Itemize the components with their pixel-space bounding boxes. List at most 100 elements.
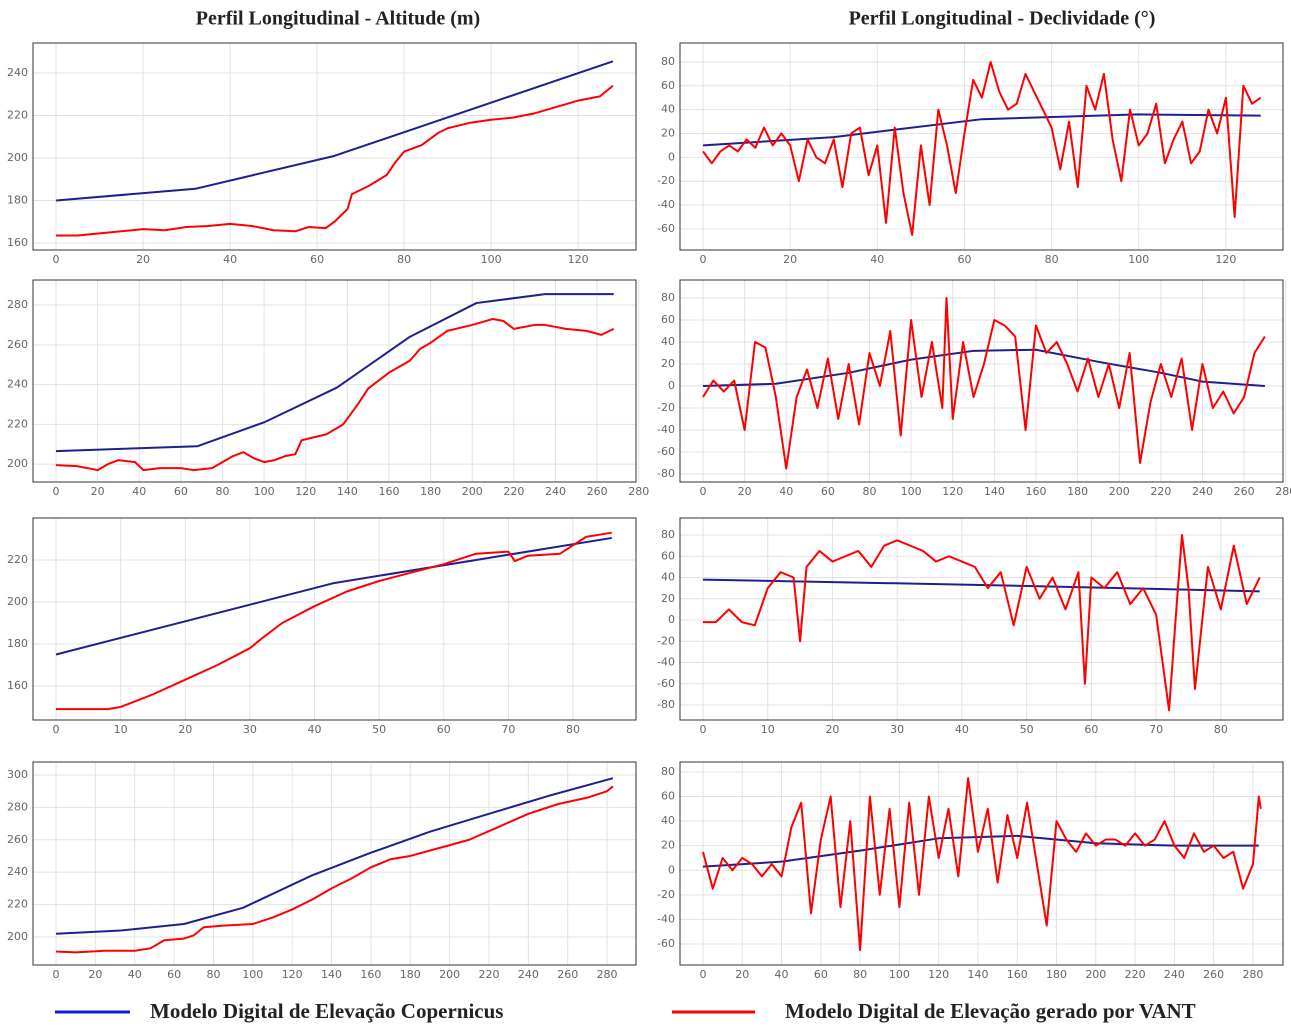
x-tick-label: 20 bbox=[735, 968, 749, 981]
y-tick-label: 180 bbox=[7, 193, 28, 206]
y-tick-label: -20 bbox=[657, 174, 675, 187]
x-tick-label: 20 bbox=[783, 253, 797, 266]
y-tick-label: -40 bbox=[657, 198, 675, 211]
x-tick-label: 40 bbox=[870, 253, 884, 266]
y-tick-label: 0 bbox=[668, 150, 675, 163]
plot-frame bbox=[679, 517, 1284, 721]
x-tick-label: 140 bbox=[337, 485, 358, 498]
y-tick-label: 240 bbox=[7, 378, 28, 391]
x-tick-label: 180 bbox=[1046, 968, 1067, 981]
y-tick-label: 20 bbox=[661, 357, 675, 370]
legend-label: Modelo Digital de Elevação gerado por VA… bbox=[785, 999, 1196, 1023]
x-tick-label: 80 bbox=[862, 485, 876, 498]
x-tick-label: 60 bbox=[310, 253, 324, 266]
series-line bbox=[56, 531, 612, 711]
plot-frame bbox=[32, 42, 637, 251]
x-tick-label: 20 bbox=[136, 253, 150, 266]
x-tick-label: 60 bbox=[821, 485, 835, 498]
column-title: Perfil Longitudinal - Altitude (m) bbox=[196, 8, 480, 30]
y-tick-label: 240 bbox=[7, 865, 28, 878]
x-tick-label: 280 bbox=[597, 968, 618, 981]
x-tick-label: 120 bbox=[942, 485, 963, 498]
x-tick-label: 160 bbox=[360, 968, 381, 981]
x-tick-label: 40 bbox=[775, 968, 789, 981]
x-tick-label: 20 bbox=[738, 485, 752, 498]
series-line bbox=[702, 834, 1259, 868]
x-tick-label: 280 bbox=[1275, 485, 1291, 498]
x-tick-label: 120 bbox=[295, 485, 316, 498]
plot-frame bbox=[679, 761, 1284, 966]
x-tick-label: 200 bbox=[1085, 968, 1106, 981]
x-tick-label: 0 bbox=[699, 723, 706, 736]
y-tick-label: 280 bbox=[7, 800, 28, 813]
y-tick-label: -60 bbox=[657, 445, 675, 458]
x-tick-label: 20 bbox=[91, 485, 105, 498]
x-tick-label: 220 bbox=[478, 968, 499, 981]
y-tick-label: -60 bbox=[657, 677, 675, 690]
x-tick-label: 80 bbox=[1214, 723, 1228, 736]
x-tick-label: 80 bbox=[206, 968, 220, 981]
x-tick-label: 240 bbox=[1192, 485, 1213, 498]
x-tick-label: 60 bbox=[814, 968, 828, 981]
x-tick-label: 260 bbox=[1203, 968, 1224, 981]
y-tick-label: 40 bbox=[661, 571, 675, 584]
x-tick-label: 80 bbox=[853, 968, 867, 981]
x-tick-label: 120 bbox=[568, 253, 589, 266]
x-tick-label: 10 bbox=[114, 723, 128, 736]
y-tick-label: 60 bbox=[661, 549, 675, 562]
x-tick-label: 80 bbox=[397, 253, 411, 266]
y-tick-label: -20 bbox=[657, 401, 675, 414]
x-tick-label: 10 bbox=[761, 723, 775, 736]
x-tick-label: 80 bbox=[215, 485, 229, 498]
x-tick-label: 180 bbox=[400, 968, 421, 981]
x-tick-label: 240 bbox=[518, 968, 539, 981]
y-tick-label: 200 bbox=[7, 930, 28, 943]
y-tick-label: 20 bbox=[661, 839, 675, 852]
x-tick-label: 140 bbox=[967, 968, 988, 981]
y-tick-label: -40 bbox=[657, 423, 675, 436]
y-tick-label: -20 bbox=[657, 888, 675, 901]
x-tick-label: 0 bbox=[700, 253, 707, 266]
x-tick-label: 40 bbox=[955, 723, 969, 736]
x-tick-label: 50 bbox=[372, 723, 386, 736]
plot-frame bbox=[32, 761, 637, 966]
y-tick-label: 80 bbox=[661, 55, 675, 68]
series-line bbox=[702, 113, 1261, 147]
y-tick-label: 160 bbox=[7, 236, 28, 249]
x-tick-label: 60 bbox=[957, 253, 971, 266]
y-tick-label: 200 bbox=[7, 151, 28, 164]
x-tick-label: 200 bbox=[439, 968, 460, 981]
y-tick-label: 0 bbox=[668, 379, 675, 392]
x-tick-label: 280 bbox=[1242, 968, 1263, 981]
y-tick-label: -60 bbox=[657, 222, 675, 235]
x-tick-label: 260 bbox=[587, 485, 608, 498]
y-tick-label: -40 bbox=[657, 656, 675, 669]
x-tick-label: 40 bbox=[307, 723, 321, 736]
x-tick-label: 0 bbox=[53, 253, 60, 266]
x-tick-label: 80 bbox=[566, 723, 580, 736]
x-tick-label: 220 bbox=[503, 485, 524, 498]
series-line bbox=[56, 84, 614, 237]
x-tick-label: 100 bbox=[254, 485, 275, 498]
x-tick-label: 0 bbox=[53, 968, 60, 981]
x-tick-label: 240 bbox=[545, 485, 566, 498]
y-tick-label: 60 bbox=[661, 790, 675, 803]
x-tick-label: 100 bbox=[481, 253, 502, 266]
y-tick-label: 40 bbox=[661, 335, 675, 348]
y-tick-label: 0 bbox=[668, 863, 675, 876]
x-tick-label: 100 bbox=[1128, 253, 1149, 266]
x-tick-label: 180 bbox=[420, 485, 441, 498]
series-line bbox=[55, 785, 614, 954]
x-tick-label: 60 bbox=[174, 485, 188, 498]
series-line bbox=[55, 317, 615, 472]
y-tick-label: -20 bbox=[657, 634, 675, 647]
x-tick-label: 120 bbox=[928, 968, 949, 981]
plot-frame bbox=[32, 279, 637, 483]
y-tick-label: 60 bbox=[661, 79, 675, 92]
x-tick-label: 40 bbox=[223, 253, 237, 266]
y-tick-label: 300 bbox=[7, 768, 28, 781]
x-tick-label: 200 bbox=[462, 485, 483, 498]
y-tick-label: 20 bbox=[661, 127, 675, 140]
series-line bbox=[55, 777, 614, 935]
y-tick-label: 80 bbox=[661, 291, 675, 304]
